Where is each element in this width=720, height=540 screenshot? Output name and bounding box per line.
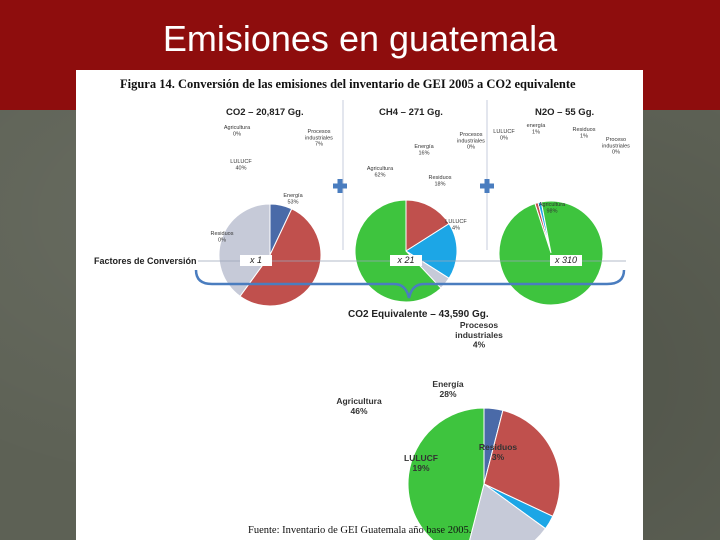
figure-chart: CO2 – 20,817 Gg.Procesos industriales 7% En… <box>94 100 630 540</box>
pie-label: LULUCF 4% <box>445 219 467 231</box>
pie-slice-energ-a <box>483 409 561 518</box>
slide-title: Emisiones en guatemala <box>162 18 558 59</box>
pie-label: Agricultura 0% <box>224 125 251 137</box>
pie-label: Energía 53% <box>283 193 303 205</box>
pie-label: Agricultura 98% <box>539 202 566 214</box>
pie-label: Residuos 0% <box>211 231 234 243</box>
factor-background <box>550 255 582 266</box>
pie-label: LULUCF 40% <box>230 159 252 171</box>
pie-slice-energ-a <box>239 208 322 307</box>
pie-label: energía 1% <box>527 123 547 135</box>
pie-label: Agricultura 46% <box>336 396 382 416</box>
pie-label: Residuos 1% <box>573 127 596 139</box>
pie-chart-4: CO2 Equivalente – 43,590 Gg.Procesos indu… <box>336 309 561 540</box>
pie-chart-1: CO2 – 20,817 Gg.Procesos industriales 7% En… <box>211 107 333 307</box>
pie-label: Procesos industriales 4% <box>455 320 503 350</box>
pie-slice-agricultura <box>407 407 485 540</box>
pie-label: Procesos industriales 7% <box>305 129 333 148</box>
factor-background <box>390 255 422 266</box>
conversion-factor: x 1 <box>249 255 262 265</box>
pie-label: Residuos 18% <box>429 175 452 187</box>
factor-background <box>240 255 272 266</box>
conversion-label: Factores de Conversión <box>94 256 197 266</box>
figure-source: Fuente: Inventario de GEI Guatemala año … <box>248 525 472 536</box>
pie-label: Agricultura 62% <box>367 166 394 178</box>
plus-icon <box>480 179 494 193</box>
pie-label: Energía 16% <box>414 144 434 156</box>
pie-slice-energ-a <box>405 199 450 252</box>
pie-label: Residuos 3% <box>479 442 518 462</box>
plus-icon <box>333 179 347 193</box>
figure-panel: Figura 14. Conversión de las emisiones d… <box>76 70 643 540</box>
pie-slice-lulucf <box>469 483 547 540</box>
pie-label: Energía 28% <box>432 379 463 399</box>
pie-slice-agricultura <box>354 199 442 303</box>
pie-label: LULUCF 19% <box>404 453 438 473</box>
figure-caption: Figura 14. Conversión de las emisiones d… <box>120 77 576 91</box>
conversion-factor: x 21 <box>396 255 414 265</box>
pie-label: Procesos industriales 0% <box>457 132 485 151</box>
pie-title: N2O – 55 Gg. <box>535 107 594 118</box>
pie-slice-lulucf <box>218 203 271 297</box>
pie-label: LULUCF 0% <box>493 129 515 141</box>
pie-label: Proceso industriales 0% <box>602 137 630 156</box>
pie-slice-agricultura <box>498 200 604 306</box>
pie-chart-2: CH4 – 271 Gg. Procesos industriales 0% Energ… <box>354 107 485 303</box>
pie-title: CO2 Equivalente – 43,590 Gg. <box>348 309 489 320</box>
pie-title: CO2 – 20,817 Gg. <box>226 107 304 118</box>
pie-slice-residuos <box>405 222 458 280</box>
pie-title: CH4 – 271 Gg. <box>379 107 443 118</box>
conversion-factor: x 310 <box>554 255 577 265</box>
pie-chart-3: N2O – 55 Gg. Proceso industriales 0% energía… <box>493 107 630 306</box>
bracket <box>194 269 626 299</box>
